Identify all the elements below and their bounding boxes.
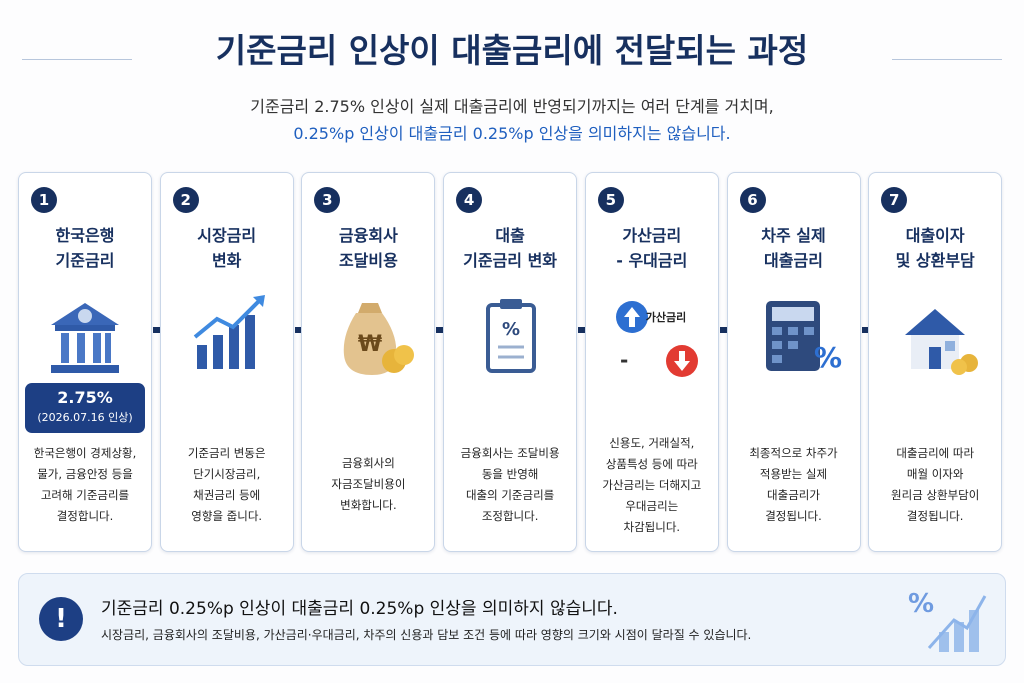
step-title: 차주 실제 [761,226,826,245]
step-description: 한국은행이 경제상황, [33,446,137,460]
step-number: 3 [314,187,341,213]
step-description: 동을 반영해 [481,467,539,481]
step-description: 금융회사는 조달비용 [460,446,560,460]
step-icon: % [486,299,537,373]
icon-text: ₩ [358,332,382,357]
rate-date: (2026.07.16 인상) [37,411,133,424]
step-icon [51,303,119,373]
note-chart-icon: % [908,589,987,652]
step-title: 한국은행 [55,226,115,245]
step-icon: 가산금리 - [615,301,698,377]
step-description: 가산금리는 더해지고 [602,478,702,492]
step-description: 대출금리에 따라 [896,446,975,460]
step-description: 기준금리 변동은 [187,446,266,460]
step-description: 적용받는 실제 [759,467,828,481]
step-description: 결정합니다. [56,509,114,523]
step-card: 5 가산금리 - 우대금리 가산금리 - 신용도, 거래실적, 상품특성 등에 따라 가산금… [584,172,719,552]
step-icon: % [765,301,842,374]
step-description: 차감됩니다. [623,520,681,534]
step-description: 채권금리 등에 [193,488,261,502]
step-description: 대출금리가 [767,488,820,502]
step-number: 2 [172,187,199,213]
step-title: 기준금리 [55,251,115,270]
step-title: 시장금리 [197,226,257,245]
step-description: 결정됩니다. [765,509,822,523]
step-icon [193,295,265,369]
step-icon [905,309,979,375]
step-title-box: 가산금리 - 우대금리 [586,223,718,273]
step-title: 대출 [495,226,525,245]
rate-badge: 2.75% (2026.07.16 인상) [25,383,145,433]
step-description: 단기시장금리, [193,467,261,481]
rate-value: 2.75% [57,388,113,407]
step-description: 최종적으로 차주가 [749,446,838,460]
step-description: 영향을 줍니다. [191,509,263,523]
step-description: 자금조달비용이 [331,477,406,491]
step-number: 7 [881,187,908,213]
note-icon: ! [39,597,83,641]
step-description: 변화합니다. [340,498,397,512]
title-rule [892,59,1002,60]
step-number: 4 [456,187,483,213]
icon-text: 가산금리 [646,310,686,324]
step-description: 대출의 기준금리를 [465,488,555,502]
subtitle-highlight: 0.25%p 인상이 대출금리 0.25%p 인상을 의미하지는 않습니다. [293,124,731,143]
step-title: - 우대금리 [616,251,688,270]
note-text: 시장금리, 금융회사의 조달비용, 가산금리·우대금리, 차주의 신용과 담보 … [101,628,752,642]
step-description: 물가, 금융안정 등을 [37,467,133,481]
step-icon: ₩ [344,303,415,375]
step-description: 상품특성 등에 따라 [605,457,698,471]
step-title: 대출금리 [764,251,823,270]
step-title: 대출이자 [905,226,965,245]
step-description: 신용도, 거래실적, [609,436,695,450]
step-description: 금융회사의 [341,456,395,470]
step-description: 매월 이자와 [906,467,964,481]
note-box: ! 기준금리 0.25%p 인상이 대출금리 0.25%p 인상을 의미하지 않… [18,573,1006,666]
step-title: 조달비용 [338,251,398,270]
icon-text: % [813,341,841,374]
step-title: 및 상환부담 [895,251,975,270]
step-title: 금융회사 [338,226,398,245]
icon-sign: - [620,348,628,372]
step-description: 조정합니다. [481,509,539,523]
step-number: 5 [597,187,624,213]
subtitle: 기준금리 2.75% 인상이 실제 대출금리에 반영되기까지는 여러 단계를 거… [250,97,774,116]
icon-text: % [502,319,520,340]
page-title: 기준금리 인상이 대출금리에 전달되는 과정 [215,31,809,70]
step-number: 6 [739,187,766,213]
step-title: 가산금리 [622,226,682,245]
title-rule [22,59,132,60]
step-title: 기준금리 변화 [463,251,558,270]
note-title: 기준금리 0.25%p 인상이 대출금리 0.25%p 인상을 의미하지 않습니… [101,599,618,619]
step-title: 변화 [211,251,242,270]
step-description: 원리금 상환부담이 [891,488,980,502]
step-description: 고려해 기준금리를 [40,488,130,502]
note-icon-text: % [908,589,934,619]
step-number: 1 [31,187,57,213]
step-description: 결정됩니다. [906,509,964,523]
step-description: 우대금리는 [625,499,679,513]
